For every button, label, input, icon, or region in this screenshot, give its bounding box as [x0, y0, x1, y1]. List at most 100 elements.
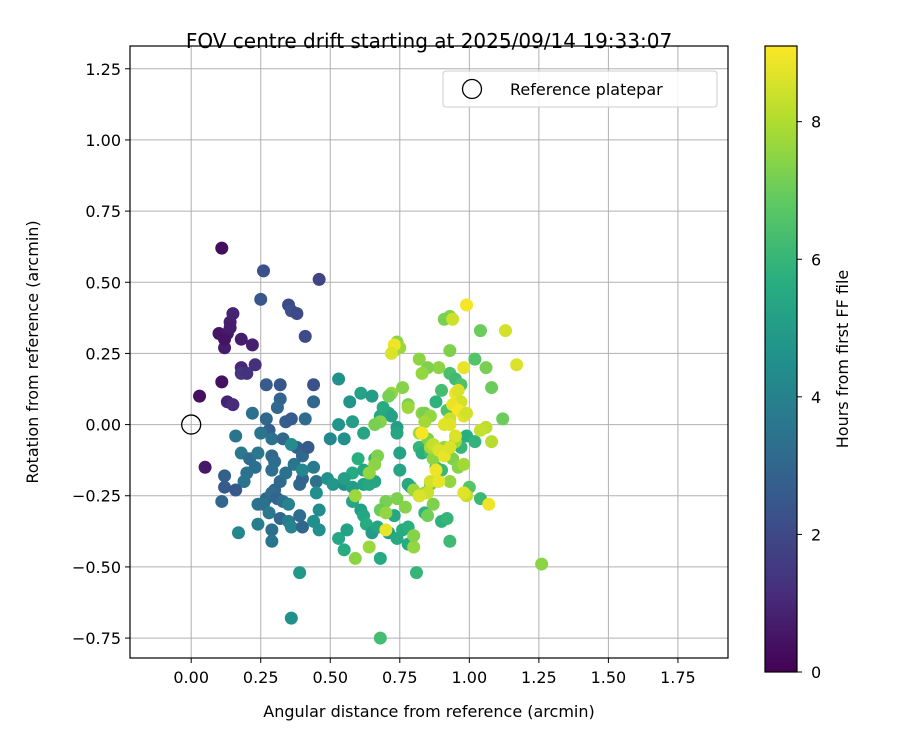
data-point: [337, 472, 351, 486]
data-point: [270, 401, 284, 415]
data-point: [373, 551, 387, 565]
y-tick-label: 0.00: [85, 416, 121, 435]
data-point: [384, 409, 398, 423]
x-tick-label: 1.25: [521, 668, 557, 687]
data-point: [231, 526, 245, 540]
data-point: [332, 372, 346, 386]
data-point: [457, 457, 471, 471]
legend-box: [442, 70, 718, 108]
data-point: [265, 432, 279, 446]
data-point: [409, 566, 423, 580]
plot-frame: [129, 45, 729, 659]
data-point: [435, 383, 449, 397]
data-point: [460, 406, 474, 420]
legend-marker-icon: [461, 78, 483, 100]
data-point: [240, 366, 254, 380]
data-point: [337, 543, 351, 557]
data-point: [443, 440, 457, 454]
data-point: [229, 483, 243, 497]
x-ticks: 0.00 0.25 0.50 0.75 1.00 1.25 1.50 1.75: [173, 658, 696, 687]
data-point: [273, 378, 287, 392]
data-point: [421, 509, 435, 523]
colorbar-tick-label: 2: [811, 525, 821, 544]
data-point: [265, 534, 279, 548]
data-point: [351, 452, 365, 466]
data-point: [265, 463, 279, 477]
data-point: [282, 497, 296, 511]
colorbar-tick-label: 8: [811, 113, 821, 132]
data-point: [362, 466, 376, 480]
data-point: [309, 475, 323, 489]
reference-marker: [181, 414, 202, 435]
x-tick-label: 1.00: [452, 668, 488, 687]
data-point: [468, 352, 482, 366]
data-point: [479, 361, 493, 375]
data-point: [432, 475, 446, 489]
y-ticks: −0.75 −0.50 −0.25 0.00 0.25 0.50 0.75 1.00 1.25: [72, 60, 130, 648]
data-point: [448, 429, 462, 443]
x-tick-label: 0.25: [243, 668, 279, 687]
data-point: [251, 446, 265, 460]
data-point: [284, 412, 298, 426]
data-point: [443, 534, 457, 548]
data-point: [245, 338, 259, 352]
data-point: [373, 631, 387, 645]
data-point: [473, 324, 487, 338]
data-point: [382, 389, 396, 403]
y-tick-label: −0.50: [72, 558, 121, 577]
data-point: [198, 460, 212, 474]
data-point: [401, 401, 415, 415]
data-point: [295, 463, 309, 477]
data-point: [312, 503, 326, 517]
data-point: [343, 395, 357, 409]
data-point: [223, 321, 237, 335]
y-axis-label: Rotation from reference (arcmin): [23, 220, 42, 483]
data-point: [379, 523, 393, 537]
data-point: [326, 477, 340, 491]
data-point: [357, 426, 371, 440]
chart-title: FOV centre drift starting at 2025/09/14 …: [186, 29, 672, 53]
data-point: [284, 611, 298, 625]
data-point: [390, 426, 404, 440]
data-point: [443, 344, 457, 358]
data-point: [398, 500, 412, 514]
data-point: [332, 531, 346, 545]
x-tick-label: 1.75: [660, 668, 696, 687]
colorbar-tick-label: 6: [811, 250, 821, 269]
y-tick-label: 0.75: [85, 202, 121, 221]
data-point: [496, 412, 510, 426]
data-point: [301, 440, 315, 454]
data-point: [193, 389, 207, 403]
data-point: [415, 426, 429, 440]
x-axis-label: Angular distance from reference (arcmin): [263, 702, 594, 721]
data-point: [218, 332, 232, 346]
y-tick-label: −0.75: [72, 629, 121, 648]
data-point: [254, 292, 268, 306]
data-point: [485, 381, 499, 395]
legend: Reference platepar: [442, 70, 718, 108]
data-points: [193, 241, 549, 645]
data-point: [390, 492, 404, 506]
data-point: [443, 475, 457, 489]
data-point: [393, 446, 407, 460]
data-point: [440, 512, 454, 526]
data-point: [293, 566, 307, 580]
data-point: [332, 418, 346, 432]
colorbar-gradient: [764, 45, 798, 673]
data-point: [368, 418, 382, 432]
data-point: [412, 489, 426, 503]
data-point: [265, 523, 279, 537]
data-point: [226, 398, 240, 412]
y-tick-label: 1.25: [85, 60, 121, 79]
data-point: [418, 415, 432, 429]
data-point: [215, 375, 229, 389]
data-point: [468, 435, 482, 449]
data-point: [354, 386, 368, 400]
reference-platepar-marker: [181, 414, 202, 435]
legend-label: Reference platepar: [510, 80, 663, 99]
data-point: [245, 406, 259, 420]
data-point: [298, 329, 312, 343]
data-point: [259, 412, 273, 426]
data-point: [407, 540, 421, 554]
